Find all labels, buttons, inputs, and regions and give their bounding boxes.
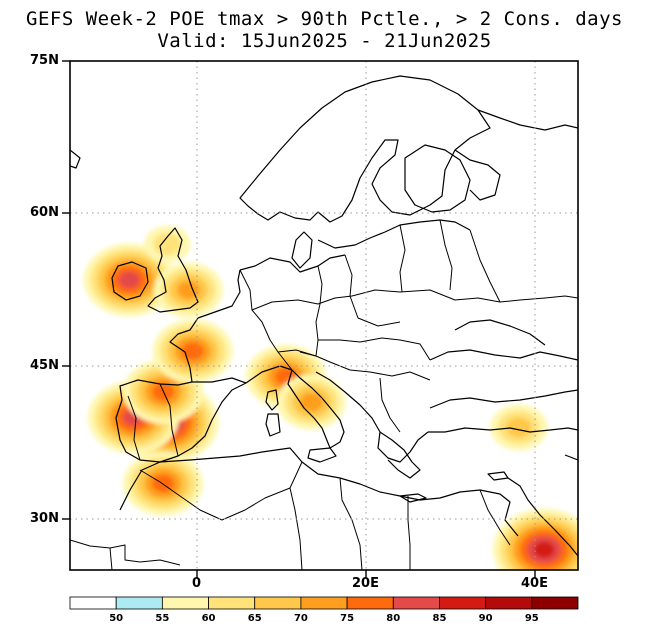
colorbar-swatch — [531, 596, 579, 610]
graticule — [70, 61, 578, 570]
colorbar-label: 80 — [386, 613, 401, 624]
colorbar-swatch — [300, 596, 348, 610]
colorbar — [69, 596, 579, 610]
hotspot-contour — [533, 541, 555, 558]
colorbar-label: 85 — [432, 613, 447, 624]
hotspot-contour — [177, 280, 200, 300]
lat-label-60n: 60N — [30, 205, 59, 220]
colorbar-label: 75 — [340, 613, 355, 624]
colorbar-label: 50 — [109, 613, 124, 624]
map-frame — [69, 60, 579, 571]
colorbar-label: 90 — [478, 613, 493, 624]
axis-ticks — [62, 60, 536, 578]
colorbar-label: 70 — [293, 613, 308, 624]
lon-label-0: 0 — [192, 576, 202, 591]
colorbar-swatch — [69, 596, 117, 610]
lon-label-40e: 40E — [521, 576, 548, 591]
colorbar-label: 65 — [247, 613, 262, 624]
colorbar-swatch — [254, 596, 302, 610]
colorbar-swatch — [161, 596, 209, 610]
colorbar-swatch — [208, 596, 256, 610]
lat-label-45n: 45N — [30, 358, 59, 373]
hotspot-contour — [118, 271, 140, 289]
colorbar-label: 55 — [155, 613, 170, 624]
colorbar-swatch — [346, 596, 394, 610]
colorbar-swatch — [115, 596, 163, 610]
colorbar-swatch — [439, 596, 487, 610]
hotspot-contour — [181, 342, 204, 360]
map-subtitle: Valid: 15Jun2025 - 21Jun2025 — [157, 30, 492, 52]
probability-fields — [83, 225, 578, 570]
hotspot-contour — [506, 417, 532, 438]
map-title: GEFS Week-2 POE tmax > 90th Pctle., > 2 … — [26, 8, 623, 30]
colorbar-swatch — [485, 596, 533, 610]
colorbar-label: 60 — [201, 613, 216, 624]
coastlines — [70, 75, 578, 557]
lat-label-30n: 30N — [30, 511, 59, 526]
lon-label-20e: 20E — [352, 576, 379, 591]
colorbar-swatch — [392, 596, 440, 610]
lat-label-75n: 75N — [30, 53, 59, 68]
hotspot-contour — [299, 392, 323, 412]
country-borders — [70, 219, 578, 570]
colorbar-label: 95 — [524, 613, 539, 624]
